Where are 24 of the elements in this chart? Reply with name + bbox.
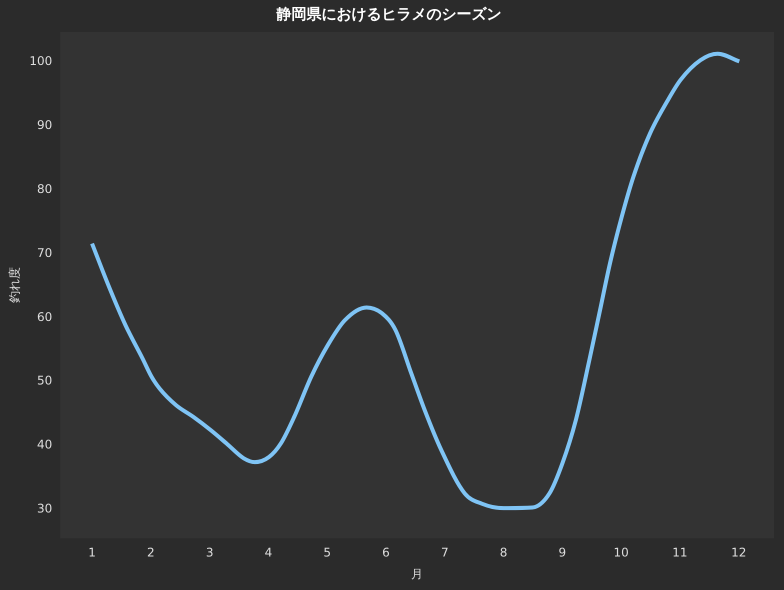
y-axis-title: 釣れ度	[7, 267, 22, 304]
y-tick-label: 100	[29, 54, 52, 68]
x-tick-label: 4	[264, 546, 272, 560]
y-tick-label: 50	[37, 374, 52, 388]
x-tick-label: 2	[147, 546, 155, 560]
y-tick-label: 80	[37, 182, 52, 196]
x-tick-label: 3	[206, 546, 214, 560]
x-tick-label: 9	[558, 546, 566, 560]
x-tick-label: 6	[382, 546, 390, 560]
x-tick-label: 10	[614, 546, 629, 560]
y-tick-label: 30	[37, 502, 52, 516]
x-axis-title: 月	[411, 566, 424, 581]
x-tick-label: 11	[672, 546, 688, 560]
x-tick-label: 12	[731, 546, 746, 560]
y-tick-label: 70	[37, 246, 52, 260]
y-tick-label: 40	[37, 438, 52, 452]
x-tick-label: 7	[440, 546, 449, 560]
y-tick-label: 60	[37, 310, 52, 324]
chart-title: 静岡県におけるヒラメのシーズン	[276, 4, 502, 23]
x-tick-label: 8	[500, 546, 508, 560]
x-tick-label: 1	[88, 546, 96, 560]
x-tick-label: 5	[323, 546, 332, 560]
y-tick-label: 90	[37, 118, 52, 132]
line-series	[90, 52, 742, 510]
